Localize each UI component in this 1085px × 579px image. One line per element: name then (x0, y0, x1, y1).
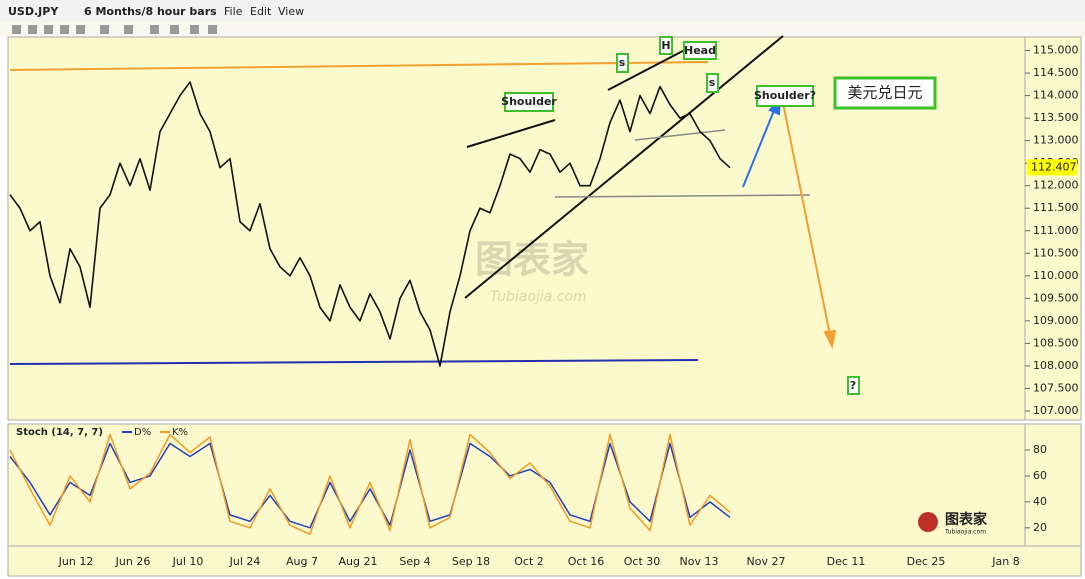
annotation: Head (684, 44, 716, 57)
logo-text: 图表家 (945, 511, 988, 528)
y-tick-label: 80 (1033, 443, 1047, 456)
y-tick-label: 115.000 (1033, 44, 1079, 57)
x-tick-label: Sep 4 (399, 555, 430, 568)
annotation: s (709, 76, 716, 89)
y-tick-label: 110.500 (1033, 246, 1079, 259)
y-tick-label: 112.000 (1033, 179, 1079, 192)
logo: 图表家 Tubiaojia.com (918, 511, 988, 536)
annotation: 美元兑日元 (847, 84, 922, 102)
y-tick-label: 110.000 (1033, 269, 1079, 282)
y-tick-label: 107.500 (1033, 381, 1079, 394)
annotation-box (756, 85, 814, 107)
watermark: Tubiaojia.com (490, 289, 587, 305)
x-tick-label: Jun 12 (58, 555, 94, 568)
y-tick-label: 60 (1033, 469, 1047, 482)
y-tick-label: 113.000 (1033, 134, 1079, 147)
annotation: s (619, 56, 626, 69)
series-line (9, 81, 731, 367)
annotation-box (706, 73, 719, 93)
logo-text: Tubiaojia.com (944, 529, 986, 536)
x-tick-label: Jan 8 (991, 555, 1019, 568)
series-line (9, 433, 731, 536)
series-line (9, 442, 731, 529)
tool-icons (12, 25, 217, 34)
annotation: H (661, 39, 670, 52)
price-axis (1024, 36, 1082, 421)
menu[interactable]: View (278, 5, 304, 18)
y-tick-label: 113.500 (1033, 111, 1079, 124)
y-tick-label: 114.000 (1033, 89, 1079, 102)
x-tick-label: Aug 21 (339, 555, 378, 568)
x-tick-label: Nov 13 (680, 555, 719, 568)
annotation-box (616, 53, 629, 73)
x-tick-label: Dec 25 (907, 555, 946, 568)
y-tick-label: 111.000 (1033, 224, 1079, 237)
toolbar (0, 22, 1085, 37)
stoch-panel (7, 423, 1026, 547)
stoch-axis (1024, 423, 1082, 547)
x-tick-label: Jul 24 (229, 555, 261, 568)
x-tick-label: Jun 26 (115, 555, 151, 568)
y-tick-label: 111.500 (1033, 201, 1079, 214)
menu[interactable]: Edit (250, 5, 272, 18)
y-tick-label: 114.500 (1033, 66, 1079, 79)
annotation-box (683, 41, 717, 60)
annotation: Shoulder (501, 95, 557, 108)
period[interactable]: 6 Months/8 hour bars (84, 5, 217, 18)
x-tick-label: Oct 16 (568, 555, 605, 568)
annotation-box (659, 36, 673, 55)
x-axis (7, 545, 1082, 577)
annotation-box (504, 92, 554, 112)
x-tick-label: Aug 7 (286, 555, 318, 568)
annotation-box (833, 76, 937, 110)
x-tick-label: Jul 10 (172, 555, 204, 568)
last-price-label: 112.407 (1031, 160, 1077, 173)
x-tick-label: Sep 18 (452, 555, 490, 568)
y-tick-label: 109.500 (1033, 291, 1079, 304)
trendlines (9, 35, 837, 365)
menu[interactable]: File (224, 5, 243, 18)
x-tick-label: Oct 2 (514, 555, 544, 568)
annotation-box (847, 376, 860, 395)
legend-label: D% (134, 427, 151, 438)
x-tick-label: Dec 11 (827, 555, 866, 568)
legend-label: K% (172, 427, 188, 438)
last-price-box (1027, 159, 1077, 176)
annotation: Shoulder? (754, 89, 816, 102)
symbol[interactable]: USD.JPY (8, 5, 59, 18)
y-tick-label: 20 (1033, 521, 1047, 534)
y-tick-label: 109.000 (1033, 314, 1079, 327)
y-tick-label: 107.000 (1033, 404, 1079, 417)
x-tick-label: Oct 30 (624, 555, 661, 568)
indicator-title: Stoch (14, 7, 7) (16, 427, 103, 438)
annotation: ? (850, 379, 856, 392)
x-tick-label: Nov 27 (747, 555, 786, 568)
title-bar (0, 0, 1085, 22)
y-tick-label: 40 (1033, 495, 1047, 508)
y-tick-label: 108.500 (1033, 336, 1079, 349)
y-tick-label: 108.000 (1033, 359, 1079, 372)
